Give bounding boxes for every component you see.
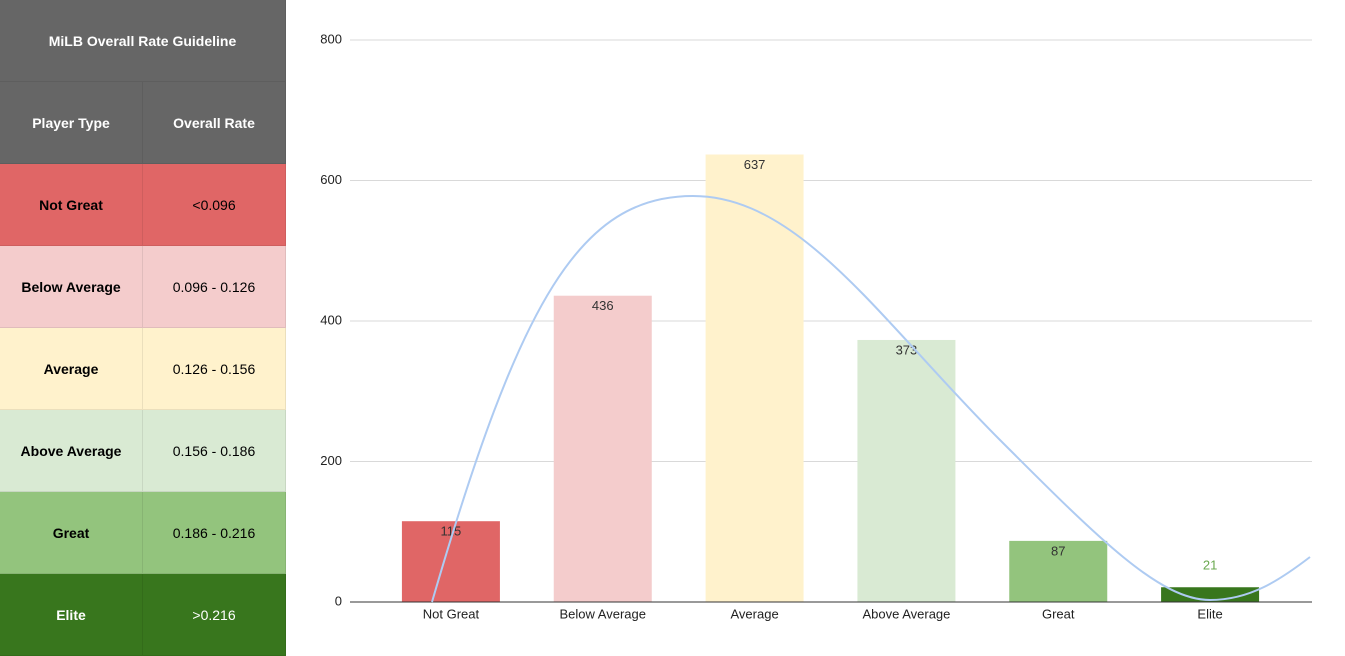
type-cell: Below Average (0, 246, 143, 328)
data-label: 87 (1051, 543, 1065, 558)
type-cell: Above Average (0, 410, 143, 492)
x-tick-label: Below Average (560, 606, 647, 621)
type-cell: Not Great (0, 164, 143, 246)
rate-cell: <0.096 (143, 164, 286, 246)
bar (705, 154, 804, 602)
column-header: Overall Rate (143, 82, 286, 164)
x-tick-label: Great (1042, 606, 1075, 621)
rate-cell: 0.186 - 0.216 (143, 492, 286, 574)
chart: 0 200 400 600 800 Not Great 115 Below Average 43… (320, 31, 1312, 621)
x-tick-label: Not Great (423, 606, 480, 621)
bar (401, 521, 500, 602)
bar (857, 339, 956, 602)
x-tick-label: Above Average (862, 606, 950, 621)
data-label: 637 (744, 157, 766, 172)
table-title: MiLB Overall Rate Guideline (0, 0, 286, 82)
bar (553, 295, 652, 602)
trendline (431, 194, 1311, 603)
rate-cell: 0.156 - 0.186 (143, 410, 286, 492)
y-tick-label: 0 (335, 593, 342, 608)
y-tick-label: 400 (320, 312, 342, 327)
data-label: 436 (592, 298, 614, 313)
type-cell: Great (0, 492, 143, 574)
type-cell: Elite (0, 574, 143, 656)
y-tick-label: 200 (320, 453, 342, 468)
rate-table: MiLB Overall Rate Guideline Player Type Ov… (0, 0, 286, 656)
data-label: 21 (1203, 558, 1217, 573)
y-tick-label: 600 (320, 172, 342, 187)
column-header: Player Type (0, 82, 143, 164)
rate-cell: 0.126 - 0.156 (143, 328, 286, 410)
rate-cell: >0.216 (143, 574, 286, 656)
y-tick-label: 800 (320, 31, 342, 46)
x-tick-label: Average (730, 606, 778, 621)
data-label: 115 (441, 524, 462, 539)
rate-cell: 0.096 - 0.126 (143, 246, 286, 328)
bar (1009, 540, 1108, 602)
x-tick-label: Elite (1197, 606, 1222, 621)
type-cell: Average (0, 328, 143, 410)
